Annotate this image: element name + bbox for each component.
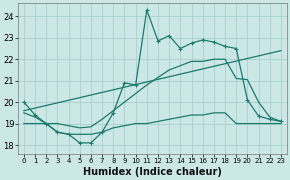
X-axis label: Humidex (Indice chaleur): Humidex (Indice chaleur) — [83, 166, 222, 177]
